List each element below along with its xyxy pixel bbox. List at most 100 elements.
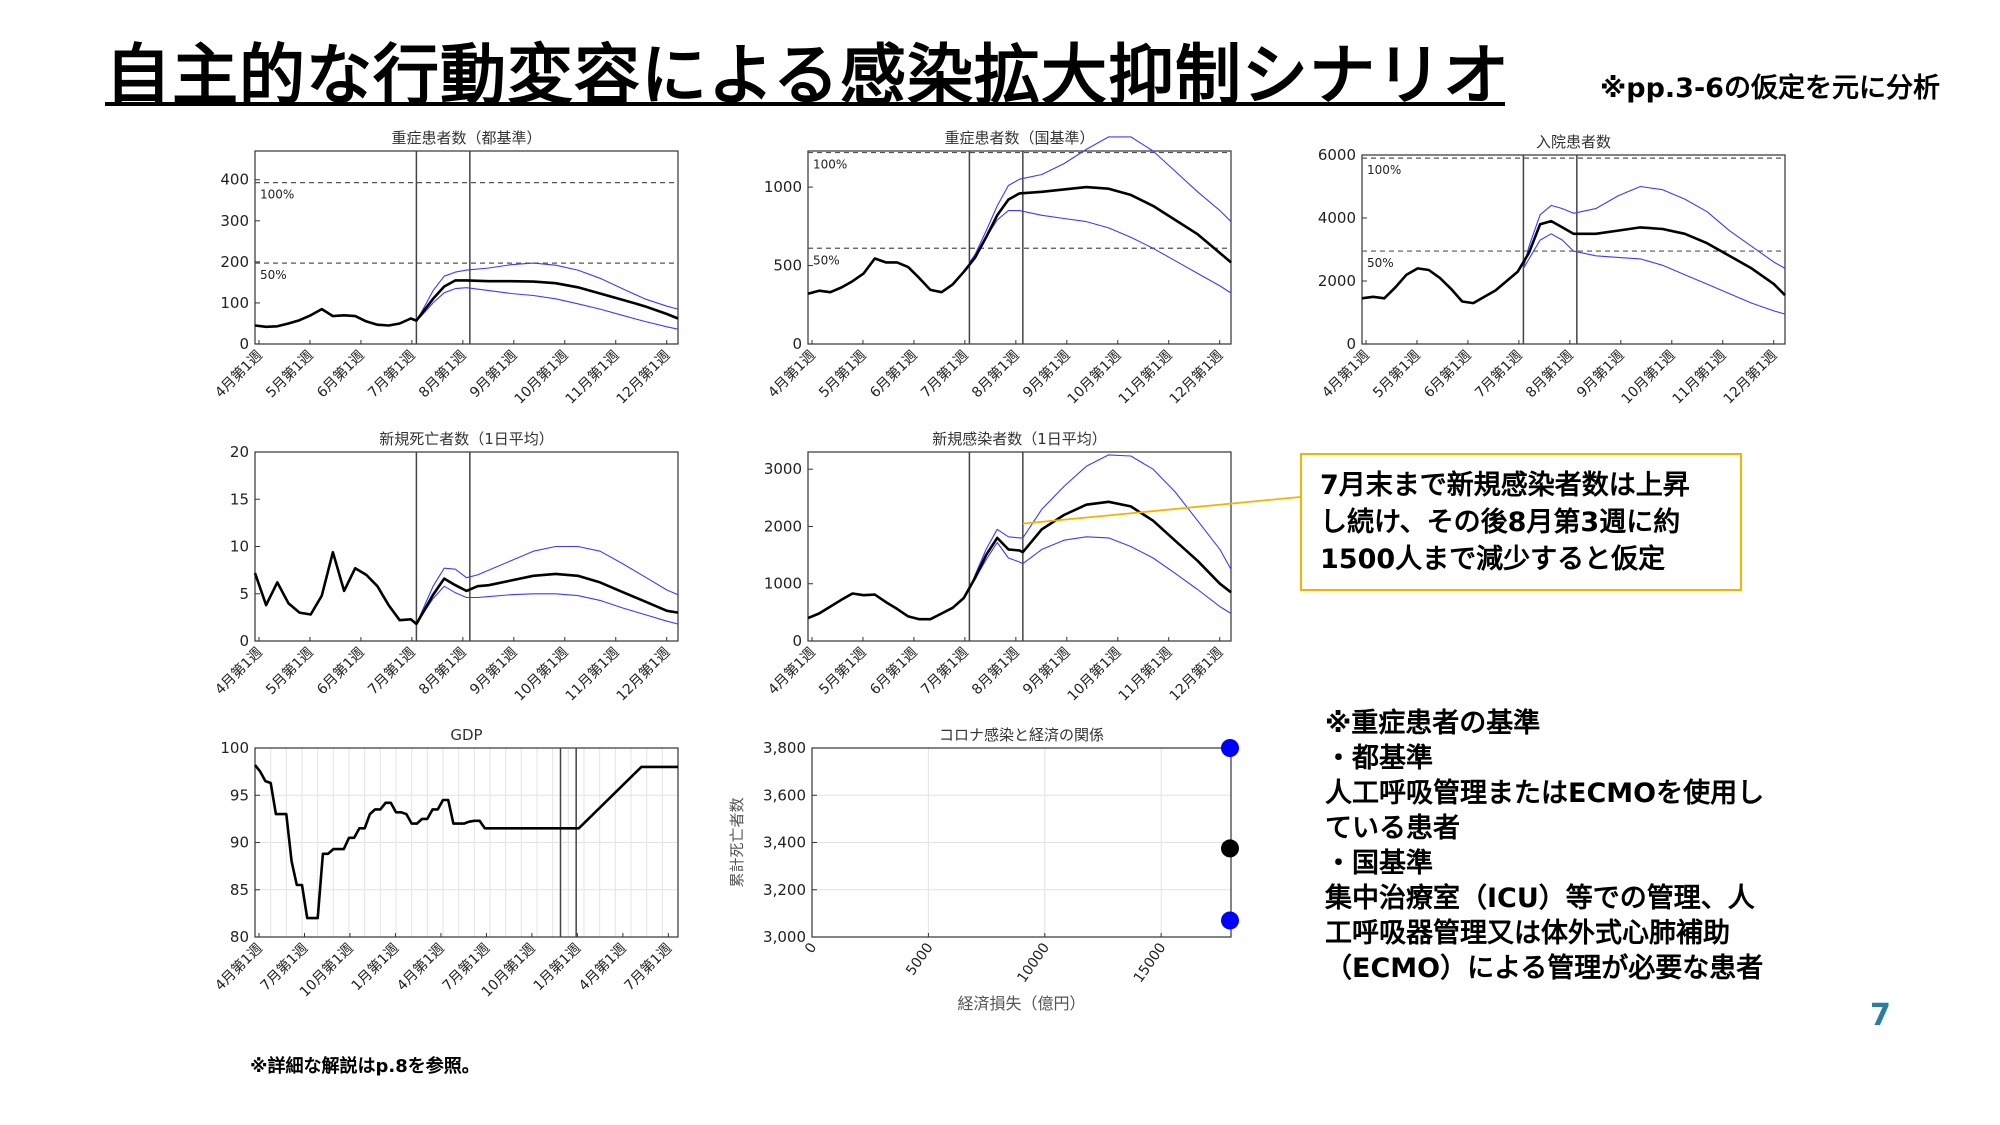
x-tick-label: 4月第1週 <box>575 940 629 994</box>
criteria-line: ※重症患者の基準 <box>1325 708 1541 739</box>
scatter-point <box>1221 839 1239 858</box>
x-tick-label: 10月第1週 <box>511 644 572 705</box>
criteria-line: ・都基準 <box>1325 743 1433 774</box>
footnote: ※詳細な解説はp.8を参照。 <box>250 1056 480 1077</box>
x-tick-label: 10月第1週 <box>1064 644 1125 705</box>
x-tick-label: 4月第1週 <box>212 644 266 698</box>
chart-title: コロナ感染と経済の関係 <box>939 726 1104 744</box>
threshold-label: 50% <box>813 253 840 267</box>
severity-criteria: ※重症患者の基準 ・都基準 人工呼吸管理またはECMOを使用し ている患者 ・国… <box>1325 706 1764 986</box>
chart-title: GDP <box>450 726 482 744</box>
x-tick-label: 6月第1週 <box>313 644 367 698</box>
series-line-median <box>254 279 679 329</box>
y-tick-label: 20 <box>230 443 249 461</box>
scatter-point <box>1221 911 1239 930</box>
threshold-label: 50% <box>1367 256 1394 270</box>
chart-new-infections: 新規感染者数（1日平均） 0 1000 2000 3000 4月第1週5月第1週6月第1週… <box>764 430 1232 705</box>
x-tick-label: 7月第1週 <box>1471 347 1525 401</box>
series-line-lower <box>968 210 1232 294</box>
x-tick-label: 8月第1週 <box>1522 347 1576 401</box>
x-tick-label: 4月第1週 <box>212 940 266 994</box>
x-tick-label: 4月第1週 <box>1319 347 1373 401</box>
x-tick-label: 12月第1週 <box>1720 347 1781 408</box>
plot-frame <box>807 451 1232 642</box>
y-tick-label: 100 <box>220 739 249 757</box>
y-tick-label: 3,400 <box>763 834 806 852</box>
x-tick-label: 8月第1週 <box>415 644 469 698</box>
title-underline <box>105 102 1505 106</box>
x-axis-label: 経済損失（億円） <box>957 994 1085 1013</box>
x-tick-label: 9月第1週 <box>466 644 520 698</box>
x-tick-label: 8月第1週 <box>968 644 1022 698</box>
x-tick-label: 7月第1週 <box>364 347 418 401</box>
x-tick-label: 1月第1週 <box>348 940 402 994</box>
y-tick-label: 0 <box>792 335 802 353</box>
y-tick-label: 15 <box>230 490 249 508</box>
y-tick-label: 5 <box>239 585 249 603</box>
series-line-lower <box>416 287 679 330</box>
criteria-line: 集中治療室（ICU）等での管理、人 <box>1325 883 1755 914</box>
x-tick-label: 12月第1週 <box>1166 347 1227 408</box>
plot-frame <box>1361 154 1786 345</box>
x-tick-label: 0 <box>802 940 820 956</box>
x-tick-label: 1月第1週 <box>530 940 584 994</box>
page-title: 自主的な行動変容による感染拡大抑制シナリオ <box>105 37 1511 114</box>
x-tick-label: 7月第1週 <box>917 644 971 698</box>
series-line-median <box>1361 219 1786 305</box>
y-tick-label: 3000 <box>764 460 802 478</box>
chart-title: 入院患者数 <box>1536 133 1611 151</box>
series-line-median <box>253 764 678 920</box>
series-line-median <box>253 550 679 626</box>
x-tick-label: 11月第1週 <box>1115 644 1176 705</box>
x-tick-label: 9月第1週 <box>1019 644 1073 698</box>
chart-title: 重症患者数（都基準） <box>391 129 541 147</box>
y-tick-label: 200 <box>220 253 249 271</box>
callout-connector <box>1022 496 1301 525</box>
threshold-label: 50% <box>260 268 287 282</box>
series-line-upper <box>1522 185 1786 269</box>
x-tick-label: 12月第1週 <box>613 644 674 705</box>
y-tick-label: 0 <box>239 335 249 353</box>
analysis-note: ※pp.3-6の仮定を元に分析 <box>1600 73 1940 104</box>
y-tick-label: 0 <box>1346 335 1356 353</box>
y-tick-label: 1000 <box>764 178 802 196</box>
y-tick-label: 300 <box>220 212 249 230</box>
x-tick-label: 5月第1週 <box>262 347 316 401</box>
y-tick-label: 0 <box>239 632 249 650</box>
x-tick-label: 7月第1週 <box>621 940 675 994</box>
x-tick-label: 7月第1週 <box>917 347 971 401</box>
y-tick-label: 10 <box>230 538 249 556</box>
y-tick-label: 2000 <box>1318 272 1356 290</box>
series-line-lower <box>968 536 1232 614</box>
x-tick-label: 4月第1週 <box>393 940 447 994</box>
y-axis-label: 累計死亡者数 <box>728 797 746 887</box>
y-tick-label: 3,600 <box>763 786 806 804</box>
series-line-lower <box>415 585 679 625</box>
x-tick-label: 6月第1週 <box>866 347 920 401</box>
y-tick-label: 1000 <box>764 575 802 593</box>
y-tick-label: 85 <box>230 881 249 899</box>
series-line-median <box>807 500 1232 621</box>
x-tick-label: 8月第1週 <box>415 347 469 401</box>
y-tick-label: 4000 <box>1318 209 1356 227</box>
callout-line: 7月末まで新規感染者数は上昇 <box>1320 470 1690 501</box>
x-tick-label: 12月第1週 <box>1166 644 1227 705</box>
page-number: 7 <box>1870 998 1891 1033</box>
x-tick-label: 12月第1週 <box>613 347 674 408</box>
x-tick-label: 10月第1週 <box>1618 347 1679 408</box>
y-tick-label: 2000 <box>764 517 802 535</box>
x-tick-label: 4月第1週 <box>765 347 819 401</box>
chart-covid-economy: コロナ感染と経済の関係 3,000 3,200 3,400 3,600 3,800 0 500… <box>728 726 1239 1013</box>
chart-gdp: GDP808590951004月第1週7月第1週10月第1週1月第1週4月第1週… <box>212 726 679 1000</box>
x-tick-label: 5月第1週 <box>262 644 316 698</box>
x-tick-label: 6月第1週 <box>313 347 367 401</box>
x-tick-label: 15000 <box>1131 940 1170 986</box>
x-tick-label: 5月第1週 <box>815 644 869 698</box>
y-tick-label: 95 <box>230 786 249 804</box>
criteria-line: ている患者 <box>1325 813 1460 844</box>
chart-title: 新規感染者数（1日平均） <box>932 430 1107 448</box>
assumption-callout: 7月末まで新規感染者数は上昇 し続け、その後8月第3週に約 1500人まで減少す… <box>1300 453 1742 591</box>
criteria-line: 人工呼吸管理またはECMOを使用し <box>1325 778 1765 809</box>
x-tick-label: 6月第1週 <box>866 644 920 698</box>
